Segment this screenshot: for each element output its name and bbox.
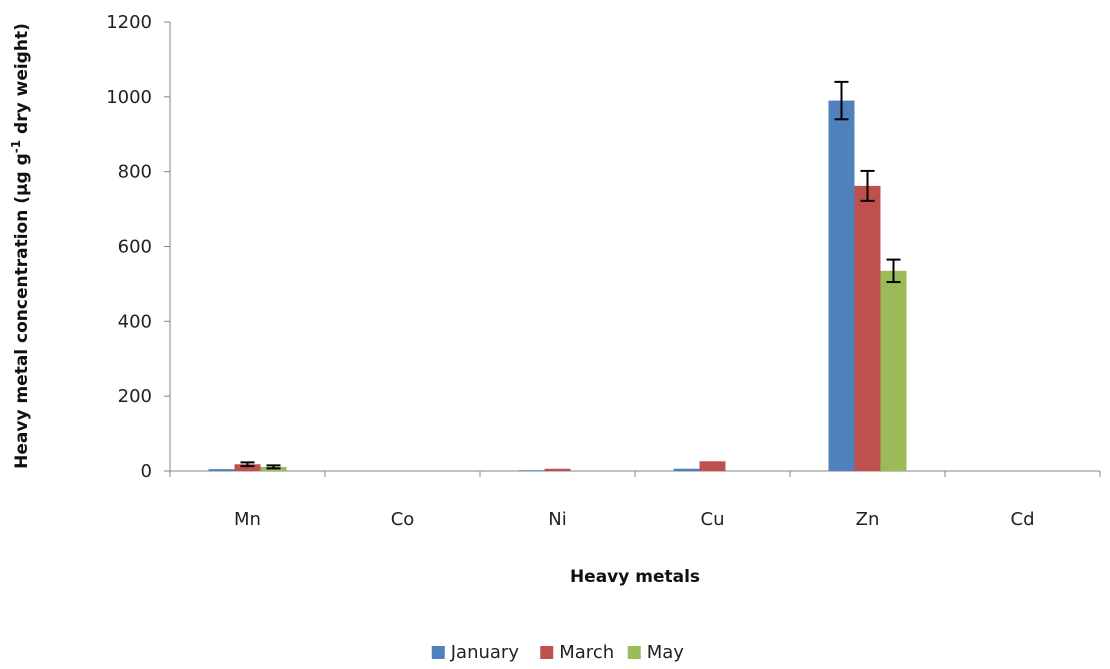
legend-swatch-january bbox=[431, 646, 445, 659]
bar-march-cu bbox=[699, 461, 726, 471]
bar-march-mn bbox=[234, 464, 261, 471]
error-bar-group bbox=[240, 80, 901, 470]
bar-group bbox=[208, 100, 907, 471]
x-tick-label-mn: Mn bbox=[234, 509, 261, 530]
y-axis-title-superscript: -1 bbox=[9, 140, 23, 153]
bar-january-ni bbox=[518, 470, 545, 471]
legend-label-may: May bbox=[647, 642, 685, 663]
x-tick-label-cu: Cu bbox=[701, 509, 725, 530]
y-tick-label: 200 bbox=[118, 386, 152, 407]
y-tick-label: 0 bbox=[141, 461, 152, 482]
bar-may-zn bbox=[880, 270, 907, 471]
y-tick-label: 1000 bbox=[106, 87, 152, 108]
y-tick-group: 0 200 400 600 800 1000 1200 bbox=[106, 12, 170, 482]
bar-march-zn bbox=[854, 185, 881, 471]
x-axis-title: Heavy metals bbox=[570, 567, 700, 587]
y-tick-label: 1200 bbox=[106, 12, 152, 33]
y-axis-title-main: Heavy metal concentration (µg g bbox=[12, 153, 32, 469]
bar-january-cu bbox=[673, 468, 700, 471]
x-tick-group: Mn Co Ni Cu Zn Cd bbox=[169, 471, 1101, 530]
legend-swatch-may bbox=[627, 646, 641, 659]
y-tick-label: 800 bbox=[118, 162, 152, 183]
x-tick-label-zn: Zn bbox=[856, 509, 880, 530]
y-axis-title: Heavy metal concentration (µg g-1 dry we… bbox=[9, 23, 32, 469]
bar-march-ni bbox=[544, 468, 571, 471]
x-axis: Mn Co Ni Cu Zn Cd bbox=[169, 470, 1101, 530]
x-tick-label-co: Co bbox=[391, 509, 415, 530]
legend-swatch-march bbox=[540, 646, 554, 659]
x-tick-label-cd: Cd bbox=[1011, 509, 1035, 530]
legend-label-january: January bbox=[450, 642, 520, 663]
legend: January March May bbox=[431, 642, 685, 663]
bar-january-zn bbox=[828, 100, 855, 471]
y-axis: 0 200 400 600 800 1000 1200 bbox=[106, 12, 171, 482]
y-tick-label: 400 bbox=[118, 311, 152, 332]
legend-label-march: March bbox=[559, 642, 614, 663]
x-tick-label-ni: Ni bbox=[548, 509, 566, 530]
bar-january-mn bbox=[208, 469, 235, 471]
y-tick-label: 600 bbox=[118, 237, 152, 258]
y-axis-title-tail: dry weight) bbox=[12, 23, 32, 140]
